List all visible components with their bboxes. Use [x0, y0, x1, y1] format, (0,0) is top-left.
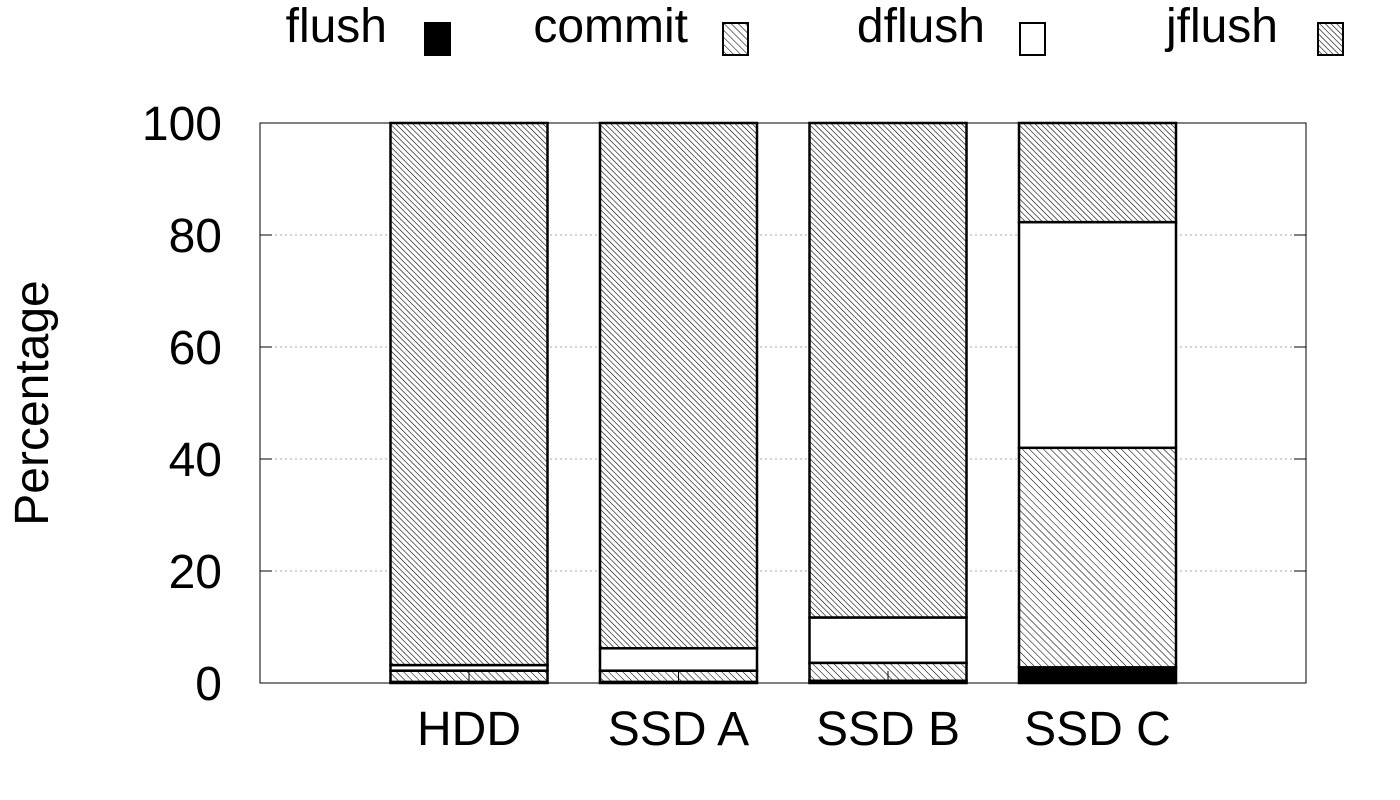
bar-segment-dflush	[598, 647, 759, 672]
legend-swatch	[1019, 22, 1046, 56]
bar-segment-dflush	[1017, 220, 1178, 450]
y-axis-ticks: 0 20 40 60 80 100	[142, 98, 1306, 711]
plot-area: 0 20 40 60 80 100 HDD SSD A SSD B SSD C	[142, 98, 1307, 756]
legend-item-commit: commit	[533, 0, 749, 56]
legend-label: jflush	[1164, 0, 1278, 53]
legend-swatch	[424, 22, 451, 56]
x-tick-label: SSD B	[816, 703, 960, 756]
x-axis-ticks: HDD SSD A SSD B SSD C	[417, 671, 1171, 756]
bar-segment-dflush	[808, 616, 968, 665]
legend-item-dflush: dflush	[857, 0, 1046, 56]
y-tick-label: 0	[195, 658, 222, 711]
bar-segment-jflush	[389, 121, 549, 667]
legend-swatch	[722, 22, 749, 56]
bar-segment-commit	[1017, 446, 1178, 669]
bar-segment-jflush	[598, 121, 759, 650]
legend-swatch	[1317, 22, 1344, 56]
x-tick-label: SSD A	[608, 703, 749, 756]
bar-segment-jflush	[808, 121, 968, 619]
y-axis-label: Percentage	[6, 280, 59, 526]
x-tick-label: SSD C	[1024, 703, 1171, 756]
y-tick-label: 100	[142, 98, 222, 151]
y-tick-label: 80	[169, 210, 222, 263]
x-tick-label: HDD	[417, 703, 521, 756]
bar-segment-jflush	[1017, 121, 1178, 224]
y-tick-label: 60	[169, 322, 222, 375]
y-tick-label: 40	[169, 434, 222, 487]
legend-label: commit	[533, 0, 688, 53]
y-tick-label: 20	[169, 546, 222, 599]
plot-frame	[259, 122, 1307, 684]
legend-item-jflush: jflush	[1164, 0, 1344, 56]
legend-label: flush	[286, 0, 387, 53]
legend: flush commit dflush jflush	[286, 0, 1344, 56]
legend-item-flush: flush	[286, 0, 451, 56]
legend-label: dflush	[857, 0, 985, 53]
bars	[389, 121, 1178, 685]
